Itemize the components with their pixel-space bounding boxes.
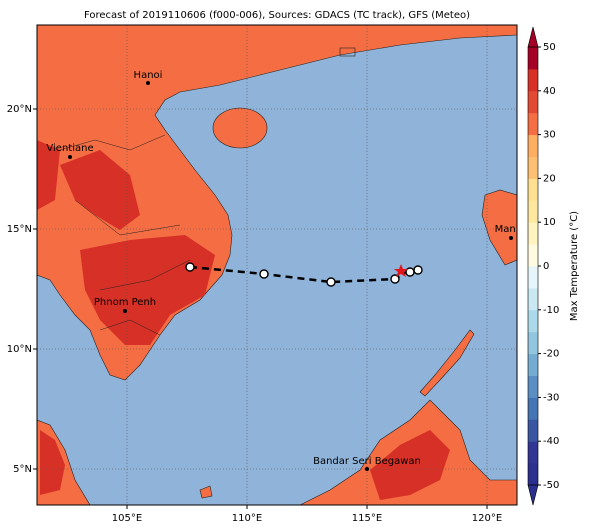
colorbar-band	[528, 156, 538, 179]
borders	[59, 134, 191, 336]
x-tick-label: 120°E	[472, 513, 502, 524]
colorbar-band	[528, 375, 538, 398]
colorbar-band	[528, 222, 538, 245]
current-position	[394, 264, 408, 277]
colorbar-tick-label: 40	[543, 86, 556, 97]
colorbar-band	[528, 397, 538, 420]
y-tick-label: 15°N	[7, 224, 32, 235]
hot-area	[40, 430, 65, 495]
colorbar-band	[528, 90, 538, 114]
colorbar-band	[528, 47, 538, 70]
city-label: Phnom Penh	[94, 297, 156, 308]
city-label: Vientiane	[46, 143, 93, 154]
cyclone-point	[413, 265, 423, 275]
colorbar-extend	[527, 484, 539, 506]
grid	[37, 25, 517, 505]
colorbar-band	[528, 353, 538, 376]
cyclone-point	[185, 262, 195, 272]
city-label: Bandar Seri Begawan	[313, 456, 421, 467]
hot-area	[60, 150, 140, 230]
luzon	[481, 189, 517, 266]
colorbar: -50 -40 -30 -20 -10 0 10 20 30 40 50	[527, 26, 559, 506]
track	[189, 265, 411, 284]
colorbar-label: Max Temperature (°C)	[569, 211, 580, 321]
hot-area	[370, 430, 450, 500]
island	[199, 485, 213, 499]
x-tick-label: 105°E	[112, 513, 142, 524]
colorbar-tick-label: 30	[543, 130, 556, 141]
hot-area	[37, 140, 60, 210]
island-box	[339, 47, 356, 57]
colorbar-band	[528, 244, 538, 267]
colorbar-tick-label: -20	[543, 349, 559, 360]
city-dot	[509, 236, 513, 240]
colorbar-band	[528, 419, 538, 442]
y-tick-label: 20°N	[7, 104, 32, 115]
hainan	[212, 107, 268, 149]
colorbar-tick-label: 10	[543, 217, 556, 228]
city-dot	[68, 155, 72, 159]
hot-area	[80, 235, 215, 345]
colorbar-tick-label: -50	[543, 480, 559, 491]
colorbar-tick-label: 20	[543, 173, 556, 184]
cyclone-point	[326, 277, 336, 287]
colorbar-band	[528, 463, 538, 486]
map-frame	[36, 24, 518, 506]
map: Hanoi Vientiane Phnom Penh Manila Bandar…	[37, 25, 528, 505]
colorbar-band	[528, 441, 538, 464]
title: Forecast of 2019110606 (f000-006), Sourc…	[84, 10, 470, 21]
colorbar-band	[528, 134, 538, 157]
colorbar-tick-label: -30	[543, 392, 559, 403]
city-dot	[123, 309, 127, 313]
city-dot	[365, 467, 369, 471]
colorbar-tick-label: 50	[543, 42, 556, 53]
cyclone-point	[390, 274, 400, 284]
cyclone-point	[259, 269, 269, 279]
colorbar-band	[528, 309, 538, 333]
colorbar-tick-label: -10	[543, 305, 559, 316]
colorbar-band	[528, 112, 538, 136]
colorbar-band	[528, 200, 538, 223]
colorbar-band	[528, 68, 538, 92]
y-tick-label: 5°N	[13, 464, 32, 475]
colorbar-tick-label: 0	[543, 261, 549, 272]
cities: Hanoi Vientiane Phnom Penh Manila Bandar…	[46, 70, 528, 471]
colorbar-band	[528, 287, 538, 311]
colorbar-extend	[527, 26, 539, 48]
palawan	[419, 329, 475, 397]
x-tick-label: 110°E	[232, 513, 262, 524]
city-label: Hanoi	[134, 70, 163, 81]
colorbar-band	[528, 266, 538, 289]
colorbar-band	[528, 178, 538, 201]
y-tick-label: 10°N	[7, 344, 32, 355]
city-dot	[146, 81, 150, 85]
x-tick-label: 115°E	[352, 513, 382, 524]
colorbar-tick-label: -40	[543, 436, 559, 447]
colorbar-band	[528, 331, 538, 355]
city-label: Manila	[495, 224, 528, 235]
